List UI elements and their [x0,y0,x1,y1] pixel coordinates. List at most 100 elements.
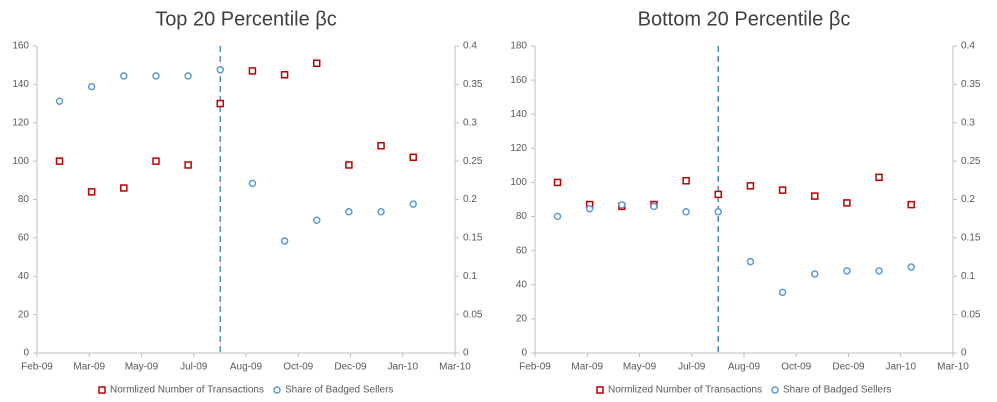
legend-label: Normlized Number of Transactions [608,385,762,396]
y-tick-label: 120 [510,143,527,154]
y2-tick-label: 0.3 [463,117,477,128]
x-tick-label: Feb-09 [519,362,551,373]
marker [875,173,883,182]
chart: Bottom 20 Percentile βc 0 20 40 60 80 100 120 14… [510,8,981,396]
x-tick-label: Jul-09 [180,362,208,373]
y2-tick-label: 0 [961,348,967,359]
marker [778,288,787,297]
marker [746,257,755,266]
x-tick-label: Aug-09 [728,362,761,373]
y2-tick-label: 0.1 [463,271,477,282]
marker [216,66,225,74]
y-tick-label: 0 [521,348,527,359]
marker [714,208,723,216]
y2-tick-label: 0.2 [961,194,975,205]
y-tick-label: 80 [18,194,30,205]
marker [312,59,321,68]
marker [248,179,257,188]
marker [553,212,562,221]
marker [682,176,690,185]
legend-label: Share of Badged Sellers [783,385,891,396]
marker [409,153,417,162]
marker [152,157,160,165]
marker [248,67,257,75]
marker [377,208,385,216]
x-tick-label: Oct-09 [781,362,811,373]
marker [377,142,385,150]
marker [152,72,160,80]
marker [875,267,883,275]
marker [312,216,321,224]
x-tick-label: Jul-09 [678,362,706,373]
y-tick-label: 20 [516,314,528,325]
y2-tick-label: 0.4 [463,41,477,52]
y2-tick-label: 0.25 [463,156,483,167]
y-tick-label: 140 [510,109,527,120]
marker [345,161,353,169]
legend-marker [98,386,106,394]
y-tick-label: 40 [18,271,30,282]
marker [843,267,851,275]
y2-tick-label: 0.25 [961,156,981,167]
marker [553,178,562,187]
y2-tick-label: 0.15 [961,233,981,244]
x-tick-label: Mar-09 [571,362,603,373]
marker [650,202,658,211]
y2-tick-label: 0.15 [463,233,483,244]
marker [907,200,915,209]
y-tick-label: 160 [12,41,29,52]
chart: Top 20 Percentile βc 0 20 40 60 80 100 120 140 16… [12,8,483,396]
y-tick-label: 80 [516,211,528,222]
y-tick-label: 0 [23,348,29,359]
y-tick-label: 40 [516,279,528,290]
marker [55,97,64,106]
marker [280,237,289,245]
x-tick-label: May-09 [623,362,657,373]
marker [618,201,626,209]
marker [907,263,915,271]
x-tick-label: Oct-09 [283,362,313,373]
x-tick-label: May-09 [125,362,159,373]
chart-title: Bottom 20 Percentile βc [638,8,851,30]
marker [120,184,128,192]
marker [87,188,96,196]
marker [746,182,755,190]
y2-tick-label: 0.05 [961,309,981,320]
marker [682,208,690,216]
y-tick-label: 180 [510,41,527,52]
x-tick-label: Jan-10 [387,362,418,373]
chart-title: Top 20 Percentile βc [155,8,337,30]
legend-marker [771,386,779,394]
marker [120,72,128,80]
marker [409,200,417,208]
y2-tick-label: 0.1 [961,271,975,282]
y2-tick-label: 0.05 [463,309,483,320]
x-tick-label: Dec-09 [832,362,865,373]
y-tick-label: 100 [510,177,527,188]
marker [843,199,851,207]
marker [585,204,594,213]
y-tick-label: 100 [12,156,29,167]
y-tick-label: 120 [12,117,29,128]
marker [184,72,192,80]
y2-tick-label: 0 [463,348,469,359]
x-tick-label: Feb-09 [21,362,53,373]
marker [345,208,353,216]
marker [714,190,723,199]
marker [810,192,819,200]
marker [55,157,64,165]
x-tick-label: Dec-09 [334,362,367,373]
y-tick-label: 20 [18,309,30,320]
y2-tick-label: 0.35 [463,79,483,90]
x-tick-label: Jan-10 [885,362,916,373]
legend-label: Share of Badged Sellers [285,385,393,396]
y2-tick-label: 0.2 [463,194,477,205]
y2-tick-label: 0.35 [961,79,981,90]
x-tick-label: Mar-10 [439,362,471,373]
x-tick-label: Aug-09 [230,362,263,373]
marker [87,82,96,91]
x-tick-label: Mar-10 [937,362,969,373]
y-tick-label: 60 [18,233,30,244]
y2-tick-label: 0.4 [961,41,975,52]
